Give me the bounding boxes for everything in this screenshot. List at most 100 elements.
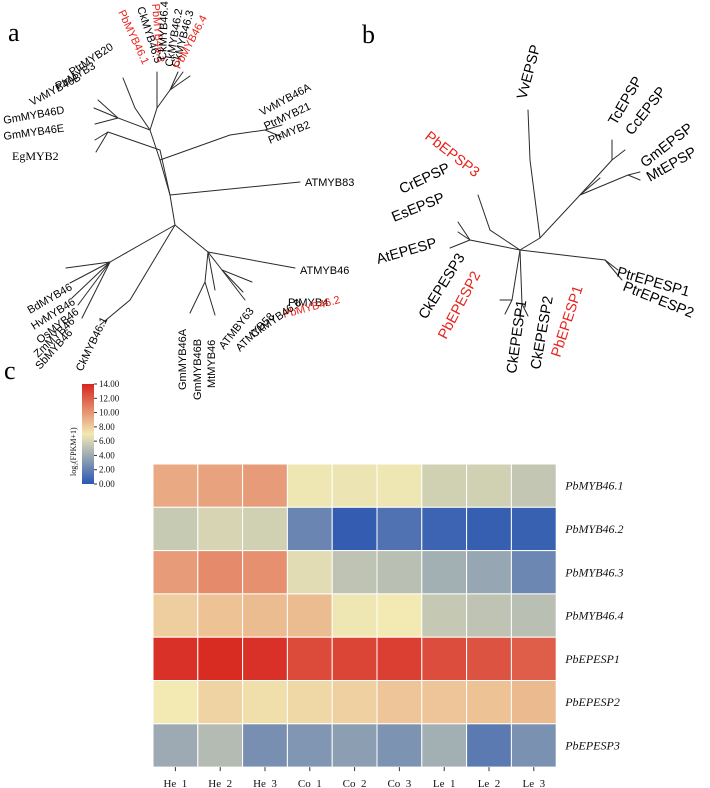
phylogenetic-tree-myb46: PbMYB46.1 CkMYB46.5 PbMYB46.3 CkMYB46.4 … — [2, 1, 354, 354]
heatmap-cell — [466, 506, 512, 552]
heatmap-cell — [421, 723, 468, 768]
heatmap-cell — [152, 506, 199, 552]
heatmap-column-label: Le_3 — [522, 778, 545, 788]
heatmap-cell — [286, 680, 333, 725]
heatmap-cell — [466, 680, 512, 725]
heatmap-cell — [242, 550, 288, 595]
heatmap-cell — [331, 636, 378, 682]
legend-tick-label: 2.00 — [99, 465, 115, 475]
heatmap-cell — [152, 593, 199, 638]
heatmap-color-legend: 14.00 12.00 10.00 8.00 6.00 4.00 2.00 0.00 log₂… — [69, 379, 120, 489]
heatmap-cell — [376, 593, 423, 638]
heatmap-cell — [197, 550, 244, 595]
panel-label-c: c — [4, 356, 16, 385]
heatmap-cell — [510, 506, 557, 552]
heatmap-row-label: PbMYB46.1 — [564, 479, 623, 493]
heatmap-cells — [152, 463, 557, 768]
heatmap-cell — [466, 463, 512, 508]
heatmap-cell — [331, 550, 378, 595]
heatmap-cell — [376, 550, 423, 595]
heatmap-cell — [466, 593, 512, 638]
panel-label-b: b — [362, 20, 375, 49]
heatmap-cell — [331, 463, 378, 508]
legend-tick-label: 10.00 — [99, 408, 120, 418]
heatmap-column-label: He_1 — [163, 778, 187, 788]
phylogenetic-tree-epsp: VvEPSP TcEPSP CcEPSP GmEPSP MtEPSP PbEPS… — [375, 43, 700, 374]
heatmap-cell — [376, 463, 423, 508]
heatmap-column-label: He_2 — [208, 778, 232, 788]
legend-tick-label: 8.00 — [99, 422, 115, 432]
heatmap-cell — [376, 723, 423, 768]
heatmap-row-labels: PbMYB46.1 PbMYB46.2 PbMYB46.3 PbMYB46.4 PbEP… — [564, 479, 623, 753]
heatmap-row-label: PbEPESP1 — [564, 652, 620, 666]
heatmap-cell — [466, 550, 512, 595]
heatmap-cell — [376, 506, 423, 552]
heatmap-cell — [197, 680, 244, 725]
legend-tick-label: 0.00 — [99, 479, 115, 489]
heatmap-cell — [376, 680, 423, 725]
heatmap-cell — [510, 550, 557, 595]
heatmap-cell — [242, 636, 288, 682]
heatmap-cell — [510, 636, 557, 682]
heatmap-column-labels: He_1 He_2 He_3 Co_1 Co_2 Co_3 Le_1 Le_2 Le_3 — [163, 767, 546, 788]
heatmap-cell — [466, 723, 512, 768]
heatmap-cell — [331, 506, 378, 552]
heatmap-cell — [197, 593, 244, 638]
heatmap-column-label: Le_2 — [478, 778, 501, 788]
tree-a-leaf: ATMYB46 — [300, 265, 349, 277]
tree-a-leaf: PbMYB46.3 — [149, 3, 166, 63]
heatmap-cell — [510, 723, 557, 768]
heatmap-cell — [421, 636, 468, 682]
heatmap-cell — [197, 723, 244, 768]
heatmap-cell — [152, 636, 199, 682]
heatmap-cell — [197, 463, 244, 508]
heatmap-cell — [152, 550, 199, 595]
legend-tick-label: 4.00 — [99, 450, 115, 460]
legend-tick-label: 6.00 — [99, 436, 115, 446]
heatmap-cell — [152, 463, 199, 508]
heatmap-cell — [242, 463, 288, 508]
heatmap-cell — [286, 463, 333, 508]
heatmap-cell — [286, 550, 333, 595]
heatmap-row-label: PbMYB46.4 — [564, 609, 623, 623]
heatmap-column-label: Co_1 — [298, 778, 322, 788]
heatmap-row-label: PbMYB46.2 — [564, 522, 623, 536]
heatmap-column-label: Co_3 — [387, 778, 411, 788]
legend-title: log₂(FPKM+1) — [69, 427, 78, 476]
heatmap-cell — [466, 636, 512, 682]
tree-a-leaf: ATMYB83 — [305, 177, 354, 189]
heatmap-column-label: He_3 — [253, 778, 277, 788]
heatmap-column-label: Le_1 — [433, 778, 456, 788]
heatmap-cell — [421, 463, 468, 508]
tree-b-branches — [449, 109, 641, 319]
heatmap-cell — [242, 593, 288, 638]
heatmap-cell — [421, 680, 468, 725]
heatmap-cell — [242, 723, 288, 768]
heatmap-cell — [197, 636, 244, 682]
heatmap-cell — [510, 593, 557, 638]
tree-a-leaf: EgMYB2 — [12, 149, 59, 163]
heatmap-cell — [421, 506, 468, 552]
heatmap-cell — [286, 636, 333, 682]
heatmap-column-label: Co_2 — [343, 778, 367, 788]
heatmap-cell — [152, 723, 199, 768]
tree-a-leaf: PtMYB4 — [288, 297, 328, 309]
heatmap-cell — [510, 463, 557, 508]
heatmap-cell — [421, 593, 468, 638]
tree-a-leaf: CkMYB46.4 — [157, 1, 171, 60]
legend-tick-label: 12.00 — [99, 393, 120, 403]
heatmap-cell — [242, 680, 288, 725]
heatmap-cell — [331, 723, 378, 768]
tree-a-branches — [65, 71, 301, 326]
legend-color-bar — [82, 384, 94, 484]
heatmap-row-label: PbEPESP2 — [564, 695, 620, 709]
heatmap-row-label: PbMYB46.3 — [564, 565, 623, 579]
heatmap-cell — [331, 680, 378, 725]
heatmap-cell — [242, 506, 288, 552]
heatmap-cell — [421, 550, 468, 595]
heatmap-cell — [376, 636, 423, 682]
heatmap-cell — [286, 723, 333, 768]
heatmap-cell — [152, 680, 199, 725]
heatmap-cell — [510, 680, 557, 725]
panel-label-a: a — [8, 18, 20, 47]
